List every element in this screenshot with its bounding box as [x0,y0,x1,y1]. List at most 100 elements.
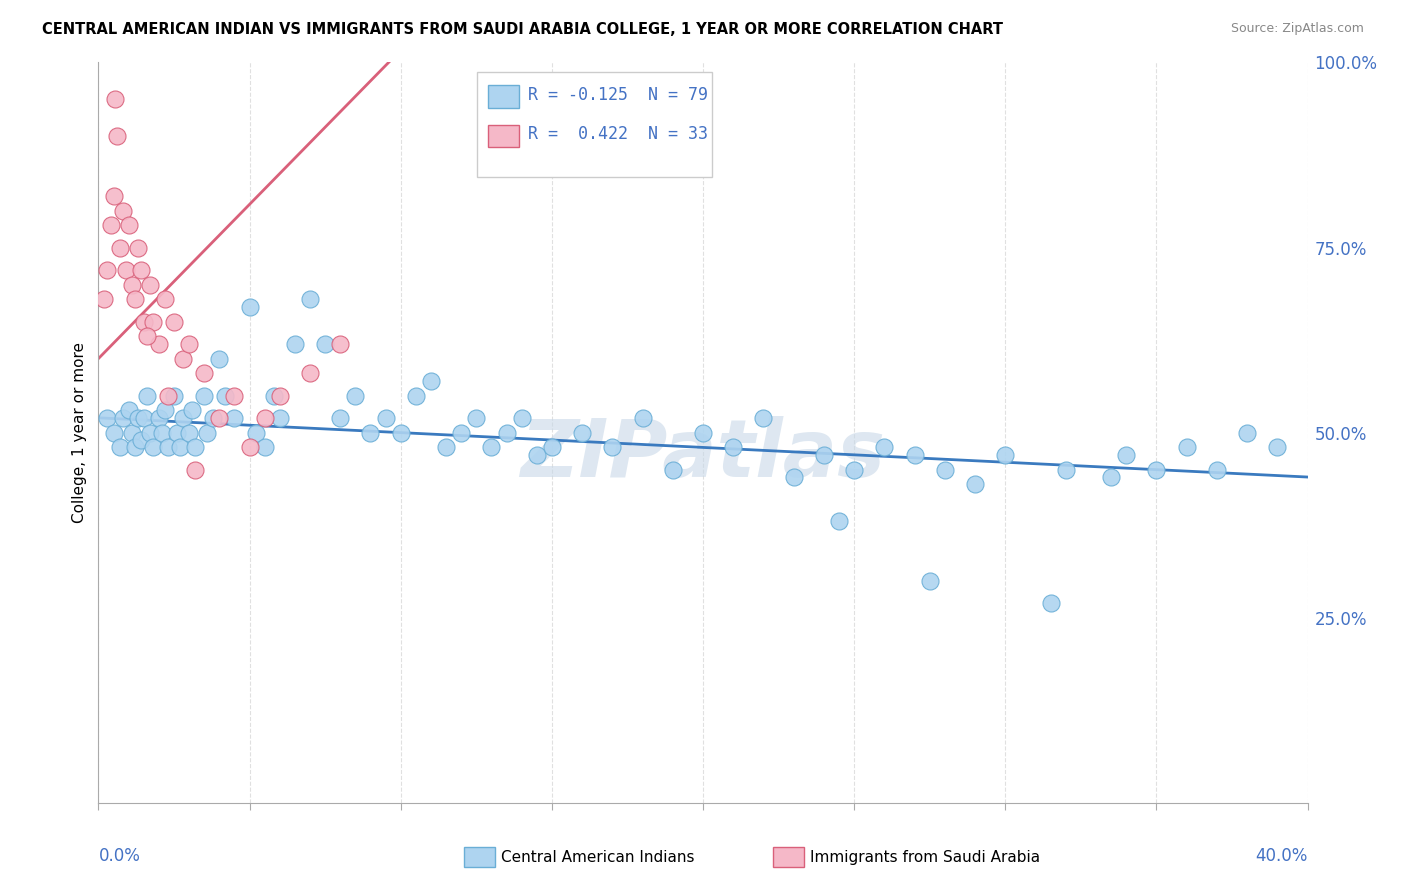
Point [142,441,165,455]
Point [510,410,533,425]
Point [129,262,152,277]
Point [783,470,806,484]
Text: ZIPatlas: ZIPatlas [520,416,886,494]
Point [96,410,118,425]
Point [269,410,291,425]
Point [121,425,143,440]
Point [195,425,218,440]
Point [153,293,176,307]
Point [602,441,624,455]
Text: Central American Indians: Central American Indians [501,850,695,864]
Point [214,388,236,402]
Point [526,448,548,462]
Point [1146,462,1168,476]
Point [153,403,176,417]
Point [114,262,136,277]
Point [139,277,162,292]
Text: Source: ZipAtlas.com: Source: ZipAtlas.com [1230,22,1364,36]
Point [208,351,231,366]
Point [148,410,170,425]
Point [253,441,276,455]
Point [284,336,307,351]
Point [104,92,127,106]
Point [904,448,927,462]
Point [124,293,146,307]
Text: R = -0.125  N = 79: R = -0.125 N = 79 [527,86,707,103]
Point [450,425,472,440]
Point [873,441,896,455]
Point [723,441,745,455]
Point [129,433,152,447]
Point [193,388,215,402]
Point [111,410,134,425]
Point [202,410,225,425]
Point [299,293,322,307]
Point [184,462,207,476]
Point [166,425,188,440]
Point [127,410,149,425]
Point [163,314,186,328]
Point [813,448,835,462]
Point [374,410,396,425]
Point [100,219,122,233]
Point [465,410,488,425]
Point [93,293,115,307]
Point [105,129,128,144]
Point [184,441,207,455]
Y-axis label: College, 1 year or more: College, 1 year or more [72,343,87,523]
Point [172,351,194,366]
Point [934,462,956,476]
Point [420,374,443,388]
Point [135,329,157,343]
Point [181,403,204,417]
Point [132,314,155,328]
Point [1099,470,1122,484]
Point [124,441,146,455]
Point [179,425,201,440]
Point [1115,448,1137,462]
Point [118,403,141,417]
Point [208,410,231,425]
Point [1039,596,1062,610]
Point [329,336,352,351]
Point [239,300,262,314]
Point [965,477,987,491]
Point [844,462,866,476]
Text: CENTRAL AMERICAN INDIAN VS IMMIGRANTS FROM SAUDI ARABIA COLLEGE, 1 YEAR OR MORE : CENTRAL AMERICAN INDIAN VS IMMIGRANTS FR… [42,22,1002,37]
Point [918,574,941,588]
Point [571,425,593,440]
Point [329,410,352,425]
Point [344,388,367,402]
Point [156,388,179,402]
Point [111,203,134,218]
Point [269,388,291,402]
Point [434,441,457,455]
Point [299,367,322,381]
Point [631,410,654,425]
Point [994,448,1017,462]
Point [108,240,131,255]
Point [150,425,173,440]
Point [263,388,285,402]
Point [193,367,215,381]
Point [179,336,201,351]
Point [172,410,194,425]
Text: 0.0%: 0.0% [98,847,141,865]
Point [540,441,562,455]
Point [103,188,125,202]
Point [253,410,276,425]
Point [1236,425,1258,440]
Point [121,277,143,292]
Point [389,425,412,440]
Point [1175,441,1198,455]
Text: 40.0%: 40.0% [1256,847,1308,865]
Point [1054,462,1077,476]
Point [163,388,186,402]
Point [96,262,118,277]
Point [245,425,267,440]
Point [108,441,131,455]
Point [661,462,683,476]
Point [692,425,714,440]
Point [360,425,382,440]
Point [481,441,503,455]
